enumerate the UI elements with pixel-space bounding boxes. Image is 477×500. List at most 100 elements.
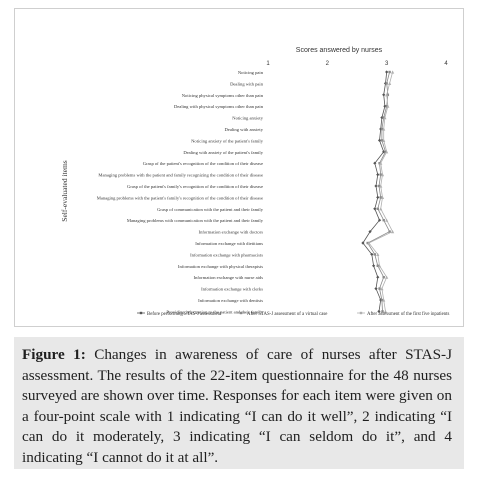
legend-label: After assessment of the first five inpat… [367,312,449,317]
x-tick-label: 2 [326,61,330,67]
data-point [379,173,382,176]
data-point [377,309,381,313]
category-label: Dealing with anxiety of the patient's fa… [183,150,263,155]
category-label: Grasp of the patient's recognition of th… [143,161,263,166]
figure-caption: Figure 1: Changes in awareness of care o… [14,337,464,469]
figure-panel: Scores answered by nurses Self-evaluated… [14,8,464,327]
x-tick-label: 4 [444,61,448,67]
data-point [370,252,374,256]
data-point [373,207,377,211]
data-point [382,93,386,97]
category-label: Information exchange with dentists [198,298,263,303]
data-point [373,161,377,165]
category-label: Noticing anxiety [232,116,263,121]
data-point [377,138,382,142]
y-axis-label: Self-evaluated items [60,160,69,222]
data-point [391,70,395,74]
data-point [385,82,388,85]
data-point [379,161,383,165]
series-3 [367,70,395,313]
series-line [368,71,394,312]
category-labels: Noticing pain Dealing with pain Noticing p… [97,70,264,314]
category-label: Managing problems with communication wit… [127,218,264,223]
caption-label: Figure 1: [22,346,86,363]
data-point [388,70,391,74]
data-point [377,264,382,268]
data-point [380,139,384,142]
category-label: Noticing pain [238,70,264,75]
data-point [391,230,395,234]
data-point [384,150,387,153]
data-point [382,219,385,222]
data-point [374,184,378,188]
data-point [380,173,385,177]
category-label: Dealing with physical symptoms other tha… [174,104,264,109]
data-point [376,252,380,256]
x-tick-label: 1 [266,61,270,67]
series-line [362,71,388,312]
data-point [386,104,390,108]
caption-text: Changes in awareness of care of nurses a… [22,346,452,466]
legend-marker [139,311,143,315]
category-label: Information exchange with doctors [199,230,264,235]
legend-label: Before performing STAS-J assessment [147,312,222,317]
category-label: Information exchange with clerks [201,287,263,292]
data-point [385,275,389,279]
category-label: Grasp of communication with the patient … [157,207,264,212]
data-point [379,207,383,211]
data-point [372,264,376,268]
data-point [385,93,389,97]
category-label: Grasp of the patient's family's recognit… [127,184,263,189]
legend-marker [239,311,243,315]
category-label: Providing information to the patient and… [166,309,263,314]
data-point [379,196,382,199]
category-label: Information exchange with pharmacists [190,252,263,257]
data-point [380,287,384,291]
data-point [381,310,384,313]
data-point [382,116,385,119]
category-label: Dealing with anxiety [224,127,263,132]
data-point [374,287,378,291]
series-2 [366,70,391,313]
legend-label: After STAS-J assessment of a virtual cas… [247,312,327,317]
data-point [382,298,386,302]
data-point [382,127,386,131]
data-point [376,207,379,210]
data-point [361,241,365,245]
data-point [380,127,384,131]
data-point [383,309,388,313]
legend: Before performing STAS-J assessment After… [137,311,449,317]
data-point [366,241,369,245]
data-point [380,195,385,199]
data-point [377,218,382,222]
data-point [382,138,386,142]
category-label: Dealing with pain [230,81,264,86]
category-label: Information exchange with nurse aids [194,275,264,280]
series-line [367,71,391,312]
data-point [376,275,380,279]
data-point [368,230,372,234]
data-point [386,93,390,96]
data-point [376,195,380,199]
category-label: Managing problems with the patient and f… [98,173,263,178]
data-point [373,253,376,256]
category-label: Information exchange with physical thera… [178,264,263,269]
x-tick-label: 3 [385,61,389,67]
data-point [388,230,391,233]
series-1 [361,70,389,313]
category-label: Information exchange with dietitians [195,241,263,246]
axis-layer: 1 2 3 4 [266,61,448,67]
data-point [377,184,381,188]
data-point [388,81,392,85]
data-point [380,298,384,302]
series-layer [361,70,395,313]
data-point [376,264,379,267]
data-point [385,70,389,74]
data-point [385,105,388,108]
data-point [382,276,385,279]
category-label: Noticing anxiety of the patient's family [191,138,264,143]
line-chart: Scores answered by nurses Self-evaluated… [60,47,449,317]
data-point [376,173,380,177]
data-point [378,162,381,165]
data-point [367,241,371,245]
